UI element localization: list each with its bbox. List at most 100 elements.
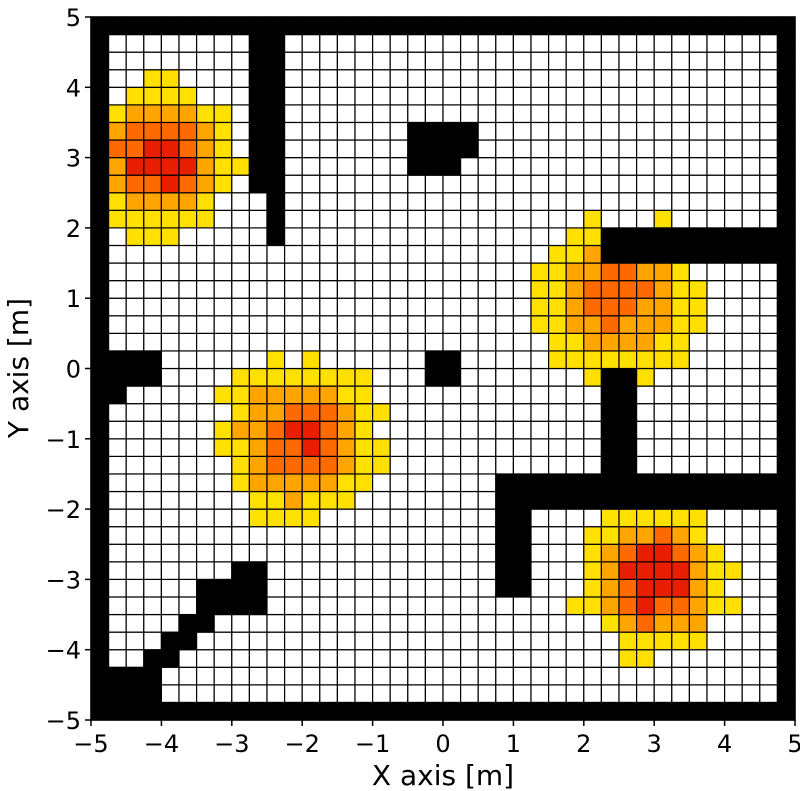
grid-cell <box>424 33 444 53</box>
wall-cell <box>600 701 620 721</box>
grid-cell <box>688 174 708 194</box>
grid-cell <box>143 121 163 141</box>
grid-cell <box>319 139 338 159</box>
wall-cell <box>635 244 655 264</box>
wall-cell <box>547 701 567 721</box>
wall-cell <box>706 473 726 493</box>
grid-cell <box>460 174 479 194</box>
grid-cell <box>547 438 567 457</box>
grid-cell <box>495 51 514 71</box>
grid-cell <box>741 332 761 352</box>
grid-cell <box>160 315 180 334</box>
grid-cell <box>248 666 268 686</box>
grid-cell <box>759 33 778 53</box>
grid-cell <box>107 508 127 528</box>
grid-cell <box>547 297 567 317</box>
grid-cell <box>477 69 497 88</box>
grid-cell <box>565 420 585 440</box>
grid-cell <box>231 139 251 159</box>
wall-cell <box>90 262 110 282</box>
grid-cell <box>512 297 532 317</box>
wall-cell <box>107 666 127 686</box>
wall-cell <box>178 16 198 36</box>
wall-cell <box>107 684 127 704</box>
grid-cell <box>635 561 655 581</box>
grid-cell <box>671 33 690 53</box>
grid-cell <box>671 403 690 422</box>
grid-cell <box>706 104 726 124</box>
grid-cell <box>653 508 673 528</box>
grid-cell <box>336 543 356 563</box>
grid-cell <box>530 684 550 704</box>
grid-cell <box>389 157 409 176</box>
grid-cell <box>706 350 726 370</box>
wall-cell <box>284 16 303 36</box>
grid-cell <box>635 332 655 352</box>
grid-cell <box>160 227 180 247</box>
grid-cell <box>319 262 338 282</box>
grid-cell <box>583 455 602 475</box>
wall-cell <box>618 385 638 405</box>
wall-cell <box>776 649 796 668</box>
grid-cell <box>424 385 444 405</box>
grid-cell <box>301 403 321 422</box>
grid-cell <box>442 86 462 106</box>
grid-cell <box>354 649 374 668</box>
x-tick-label: 4 <box>717 730 732 758</box>
grid-cell <box>107 227 127 247</box>
grid-cell <box>706 332 726 352</box>
grid-cell <box>460 631 479 651</box>
grid-cell <box>213 543 233 563</box>
x-tick-label: 5 <box>787 730 800 758</box>
grid-cell <box>372 490 391 510</box>
grid-cell <box>583 33 602 53</box>
wall-cell <box>266 104 286 124</box>
grid-cell <box>688 280 708 299</box>
grid-cell <box>125 649 145 668</box>
grid-cell <box>354 455 374 475</box>
grid-cell <box>248 420 268 440</box>
grid-cell <box>336 69 356 88</box>
grid-cell <box>107 262 127 282</box>
grid-cell <box>442 385 462 405</box>
grid-cell <box>160 438 180 457</box>
grid-cell <box>706 86 726 106</box>
wall-cell <box>512 473 532 493</box>
grid-cell <box>319 332 338 352</box>
grid-cell <box>354 51 374 71</box>
grid-cell <box>530 139 550 159</box>
wall-cell <box>248 174 268 194</box>
grid-cell <box>530 367 550 387</box>
grid-cell <box>407 315 426 334</box>
wall-cell <box>741 16 761 36</box>
grid-cell <box>460 526 479 545</box>
grid-cell <box>407 508 426 528</box>
grid-cell <box>178 69 198 88</box>
grid-cell <box>653 262 673 282</box>
grid-cell <box>759 157 778 176</box>
grid-cell <box>495 157 514 176</box>
grid-cell <box>354 385 374 405</box>
grid-cell <box>688 649 708 668</box>
wall-cell <box>776 631 796 651</box>
wall-cell <box>407 701 426 721</box>
grid-cell <box>266 315 286 334</box>
wall-cell <box>424 367 444 387</box>
wall-cell <box>776 157 796 176</box>
wall-cell <box>635 473 655 493</box>
grid-cell <box>231 631 251 651</box>
grid-cell <box>196 508 215 528</box>
grid-cell <box>178 51 198 71</box>
grid-cell <box>319 192 338 211</box>
grid-cell <box>653 332 673 352</box>
grid-cell <box>635 174 655 194</box>
grid-cell <box>336 262 356 282</box>
wall-cell <box>776 297 796 317</box>
grid-cell <box>266 596 286 616</box>
grid-cell <box>107 192 127 211</box>
wall-cell <box>90 280 110 299</box>
grid-cell <box>530 33 550 53</box>
grid-cell <box>284 403 303 422</box>
grid-cell <box>460 438 479 457</box>
